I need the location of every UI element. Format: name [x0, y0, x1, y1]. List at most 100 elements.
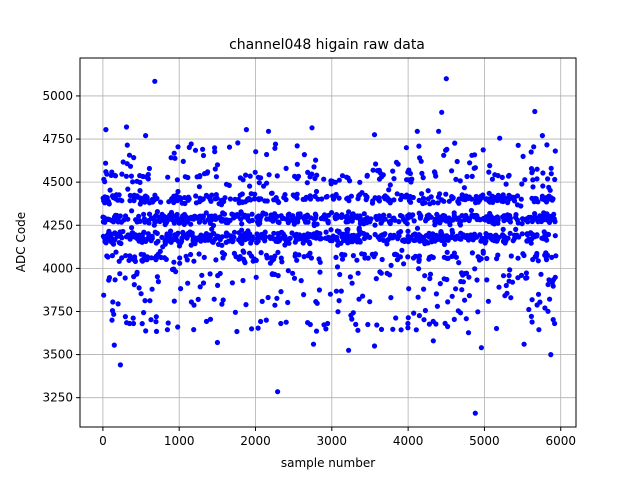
data-point	[423, 216, 429, 222]
data-point	[519, 181, 525, 187]
data-point	[119, 171, 125, 177]
data-point	[416, 313, 422, 319]
data-point	[543, 250, 549, 256]
data-point	[200, 196, 206, 202]
data-point	[343, 219, 349, 225]
data-point	[414, 225, 421, 231]
data-point	[243, 127, 249, 133]
data-point	[372, 251, 378, 257]
data-point	[338, 288, 344, 294]
data-point	[197, 284, 203, 290]
data-point	[398, 229, 404, 235]
data-point	[256, 180, 262, 186]
data-point	[386, 213, 392, 219]
data-point	[149, 235, 155, 241]
data-point	[127, 320, 133, 327]
data-point	[364, 173, 370, 179]
data-point	[374, 322, 380, 328]
data-point	[508, 295, 514, 301]
data-point	[201, 254, 207, 260]
data-point	[430, 199, 436, 205]
data-point	[316, 256, 322, 262]
data-point	[503, 181, 509, 187]
data-point	[181, 231, 187, 237]
data-point	[207, 197, 213, 203]
data-point	[314, 230, 320, 236]
data-point	[552, 148, 558, 154]
data-point	[124, 142, 130, 148]
data-point	[345, 175, 351, 181]
data-point	[294, 161, 300, 167]
data-point	[411, 218, 417, 224]
data-point	[505, 200, 511, 206]
data-point	[545, 176, 551, 182]
data-point	[309, 125, 315, 131]
data-point	[384, 241, 390, 247]
data-point	[112, 173, 119, 179]
data-point	[336, 298, 342, 304]
data-point	[146, 165, 152, 172]
data-point	[199, 272, 205, 278]
data-point	[318, 215, 324, 222]
data-point	[138, 291, 144, 297]
data-point	[126, 257, 132, 263]
data-point	[350, 253, 356, 259]
data-point	[234, 213, 240, 219]
data-point	[507, 219, 513, 225]
data-point	[294, 231, 300, 237]
data-point	[365, 321, 371, 328]
data-point	[212, 216, 218, 222]
data-point	[265, 128, 272, 134]
data-point	[334, 237, 340, 243]
data-point	[386, 187, 392, 193]
data-point	[272, 253, 278, 259]
data-point	[102, 179, 108, 185]
data-point	[148, 255, 154, 261]
data-point	[212, 236, 218, 242]
data-point	[127, 253, 133, 259]
data-point	[465, 195, 471, 202]
data-point	[355, 270, 361, 276]
data-point	[416, 257, 422, 263]
data-point	[490, 199, 496, 205]
data-point	[548, 171, 554, 177]
data-point	[159, 212, 165, 218]
data-point	[247, 183, 253, 189]
data-point	[101, 292, 107, 298]
data-point	[229, 211, 235, 217]
data-point	[358, 230, 365, 236]
data-point	[279, 215, 285, 221]
data-point	[220, 210, 226, 216]
data-point	[421, 286, 427, 292]
data-point	[390, 168, 396, 174]
data-point	[536, 327, 542, 333]
data-point	[468, 232, 474, 238]
data-point	[416, 143, 422, 149]
data-point	[181, 195, 188, 201]
data-point	[153, 240, 159, 246]
data-point	[528, 214, 534, 220]
data-point	[530, 177, 536, 183]
data-point	[266, 216, 272, 222]
data-point	[101, 196, 107, 203]
data-point	[421, 237, 427, 243]
data-point	[253, 274, 259, 280]
data-point	[357, 179, 363, 185]
data-point	[421, 317, 427, 323]
data-point	[290, 270, 296, 276]
data-point	[459, 287, 465, 293]
data-point	[200, 152, 207, 159]
data-point	[405, 325, 411, 331]
data-point	[544, 142, 550, 148]
data-point	[146, 211, 153, 217]
data-point	[449, 217, 456, 223]
data-point	[197, 199, 203, 205]
data-point	[552, 233, 558, 239]
data-point	[393, 315, 399, 321]
data-point	[435, 219, 441, 225]
data-point	[128, 173, 134, 179]
data-point	[315, 196, 321, 202]
y-tick-label: 4500	[42, 175, 73, 189]
data-point	[540, 183, 546, 189]
data-point	[401, 261, 407, 267]
